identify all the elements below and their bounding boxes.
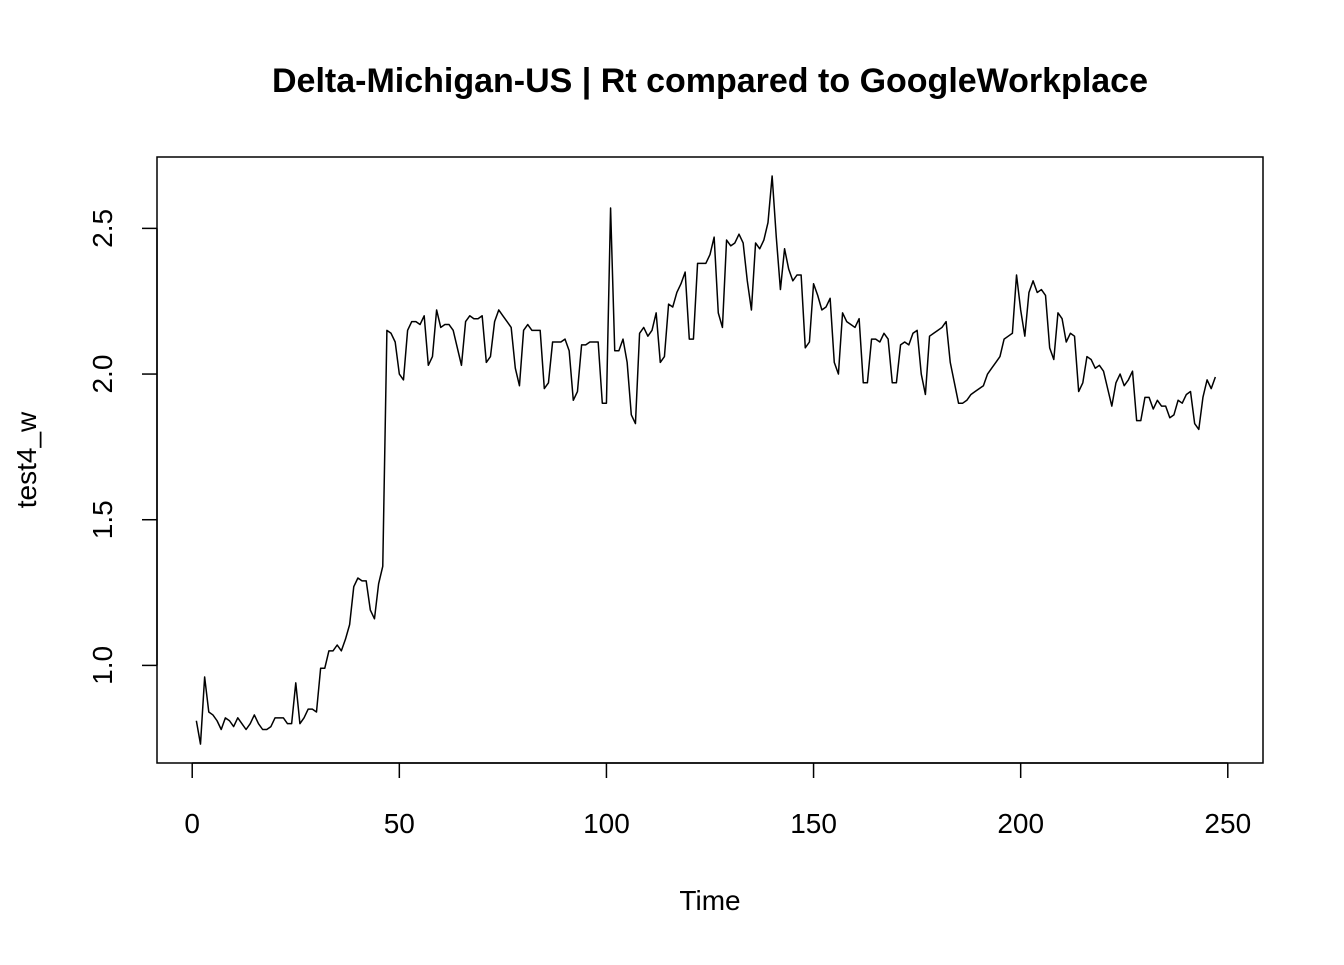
x-axis-label: Time: [679, 885, 740, 916]
series-line: [195, 175, 1217, 745]
y-tick-label: 1.0: [87, 646, 118, 685]
x-tick-label: 250: [1204, 808, 1251, 839]
chart-title: Delta-Michigan-US | Rt compared to Googl…: [272, 62, 1148, 100]
y-tick-label: 2.5: [87, 209, 118, 248]
x-tick-label: 200: [997, 808, 1044, 839]
x-tick-label: 0: [184, 808, 200, 839]
y-tick-label: 2.0: [87, 355, 118, 394]
series-layer: [195, 175, 1217, 745]
x-tick-label: 50: [384, 808, 415, 839]
x-tick-label: 100: [583, 808, 630, 839]
plot-frame: [156, 156, 1264, 764]
x-tick-label: 150: [790, 808, 837, 839]
y-axis-label: test4_w: [11, 411, 42, 508]
y-axis: 1.0 1.5 2.0 2.5: [87, 209, 158, 685]
y-tick-label: 1.5: [87, 500, 118, 539]
x-axis: 0 50 100 150 200 250: [184, 762, 1251, 839]
